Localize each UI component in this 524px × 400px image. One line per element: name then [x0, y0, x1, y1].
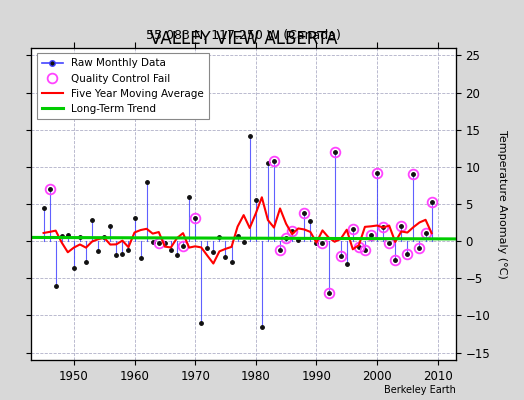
Legend: Raw Monthly Data, Quality Control Fail, Five Year Moving Average, Long-Term Tren: Raw Monthly Data, Quality Control Fail, … — [37, 53, 209, 119]
Text: 55.083 N, 117.250 W (Canada): 55.083 N, 117.250 W (Canada) — [146, 29, 341, 42]
Text: Berkeley Earth: Berkeley Earth — [384, 385, 456, 395]
Y-axis label: Temperature Anomaly (°C): Temperature Anomaly (°C) — [497, 130, 507, 278]
Title: VALLEY VIEW ALBERTA: VALLEY VIEW ALBERTA — [150, 30, 337, 48]
